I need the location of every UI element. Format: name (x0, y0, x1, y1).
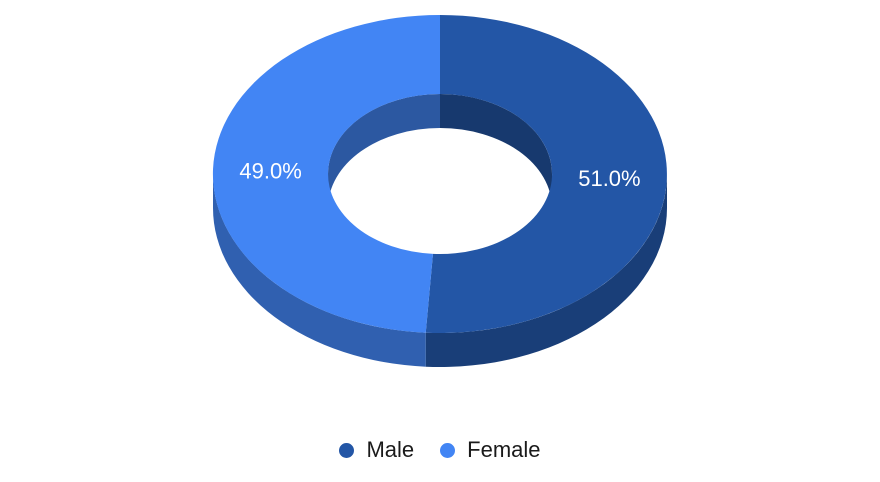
chart-legend: Male Female (0, 434, 880, 466)
donut-chart-svg: 51.0% 49.0% (212, 14, 667, 368)
legend-label-female: Female (467, 437, 541, 462)
legend-item-male[interactable]: Male (339, 437, 414, 463)
donut-slices (212, 14, 667, 333)
side-wall-female (212, 174, 426, 367)
slice-labels: 51.0% 49.0% (239, 158, 640, 191)
legend-marker-female (440, 442, 456, 458)
inner-wall-female (328, 94, 440, 208)
donut-chart: 51.0% 49.0% (212, 14, 667, 368)
donut-sides (212, 174, 667, 368)
inner-wall-male (440, 94, 552, 208)
legend-marker-male (339, 442, 355, 458)
donut-inner-walls (328, 94, 552, 208)
legend-label-male: Male (366, 437, 415, 462)
side-wall-male (425, 174, 667, 368)
slice-female[interactable] (212, 14, 440, 333)
slice-label-female: 49.0% (239, 158, 301, 183)
slice-label-male: 51.0% (578, 166, 640, 191)
slice-male[interactable] (425, 15, 667, 333)
legend-item-female[interactable]: Female (440, 437, 541, 463)
